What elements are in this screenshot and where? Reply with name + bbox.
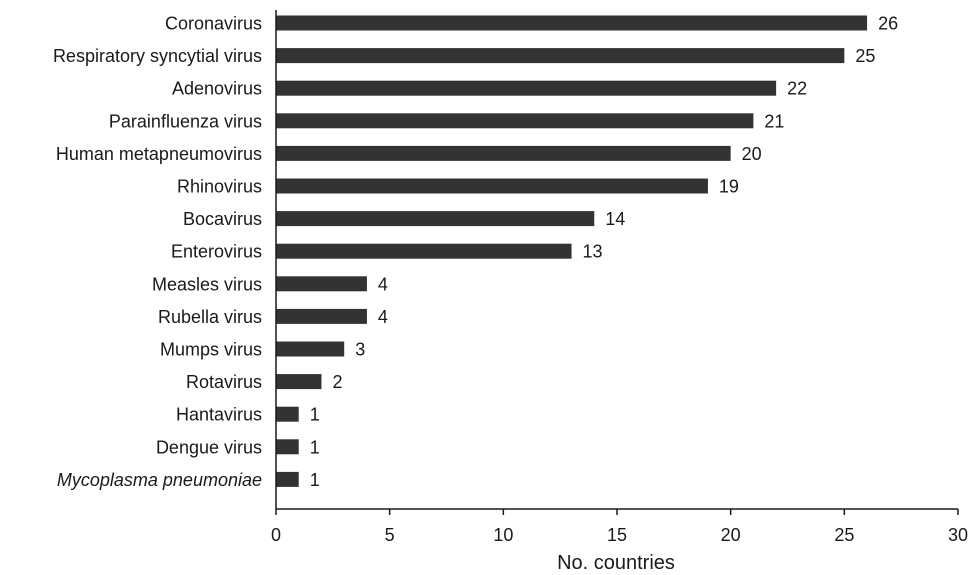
value-label-adenovirus: 22 xyxy=(787,79,807,99)
value-label-rubella-virus: 4 xyxy=(378,307,388,327)
category-label-bocavirus: Bocavirus xyxy=(183,209,262,229)
bar-rubella-virus xyxy=(276,308,367,324)
bar-measles-virus xyxy=(276,276,367,292)
bar-dengue-virus xyxy=(276,439,299,455)
bar-hantavirus xyxy=(276,406,299,422)
bar-adenovirus xyxy=(276,80,777,96)
bar-mumps-virus xyxy=(276,341,345,357)
x-tick-label-15: 15 xyxy=(607,525,627,545)
value-label-bocavirus: 14 xyxy=(605,209,625,229)
x-tick-label-25: 25 xyxy=(834,525,854,545)
value-label-mumps-virus: 3 xyxy=(355,340,365,360)
category-label-rhinovirus: Rhinovirus xyxy=(177,177,262,197)
value-label-mycoplasma-pneumoniae: 1 xyxy=(310,470,320,490)
value-label-enterovirus: 13 xyxy=(583,242,603,262)
category-label-mumps-virus: Mumps virus xyxy=(160,340,262,360)
value-label-measles-virus: 4 xyxy=(378,274,388,294)
category-label-measles-virus: Measles virus xyxy=(152,274,262,294)
value-label-coronavirus: 26 xyxy=(878,14,898,34)
value-label-human-metapneumovirus: 20 xyxy=(742,144,762,164)
x-tick-label-5: 5 xyxy=(385,525,395,545)
category-label-parainfluenza-virus: Parainfluenza virus xyxy=(109,111,262,131)
bar-mycoplasma-pneumoniae xyxy=(276,471,299,487)
category-label-mycoplasma-pneumoniae: Mycoplasma pneumoniae xyxy=(57,470,262,490)
x-tick-label-10: 10 xyxy=(493,525,513,545)
category-label-enterovirus: Enterovirus xyxy=(171,242,262,262)
category-label-rotavirus: Rotavirus xyxy=(186,372,262,392)
bar-bocavirus xyxy=(276,211,595,227)
bar-rotavirus xyxy=(276,374,322,390)
category-label-coronavirus: Coronavirus xyxy=(165,14,262,34)
axes: 0 5 10 15 20 25 30 xyxy=(271,10,968,545)
value-label-parainfluenza-virus: 21 xyxy=(764,111,784,131)
category-labels: Coronavirus Respiratory syncytial virus Ad… xyxy=(53,14,262,490)
bar-enterovirus xyxy=(276,243,572,259)
bar-human-metapneumovirus xyxy=(276,145,731,161)
value-label-rotavirus: 2 xyxy=(332,372,342,392)
category-label-human-metapneumovirus: Human metapneumovirus xyxy=(56,144,262,164)
value-label-rhinovirus: 19 xyxy=(719,177,739,197)
category-label-hantavirus: Hantavirus xyxy=(176,405,262,425)
value-label-respiratory-syncytial-virus: 25 xyxy=(855,46,875,66)
x-axis-title: No. countries xyxy=(557,552,675,570)
bar-coronavirus xyxy=(276,15,868,31)
x-tick-label-0: 0 xyxy=(271,525,281,545)
category-label-dengue-virus: Dengue virus xyxy=(156,437,262,457)
category-label-adenovirus: Adenovirus xyxy=(172,79,262,99)
value-label-dengue-virus: 1 xyxy=(310,437,320,457)
x-tick-label-30: 30 xyxy=(948,525,968,545)
bar-rhinovirus xyxy=(276,178,708,194)
bar-respiratory-syncytial-virus xyxy=(276,48,845,64)
bars-layer xyxy=(276,15,868,487)
value-label-hantavirus: 1 xyxy=(310,405,320,425)
category-label-respiratory-syncytial-virus: Respiratory syncytial virus xyxy=(53,46,262,66)
category-label-rubella-virus: Rubella virus xyxy=(158,307,262,327)
x-tick-label-20: 20 xyxy=(721,525,741,545)
bar-parainfluenza-virus xyxy=(276,113,754,129)
